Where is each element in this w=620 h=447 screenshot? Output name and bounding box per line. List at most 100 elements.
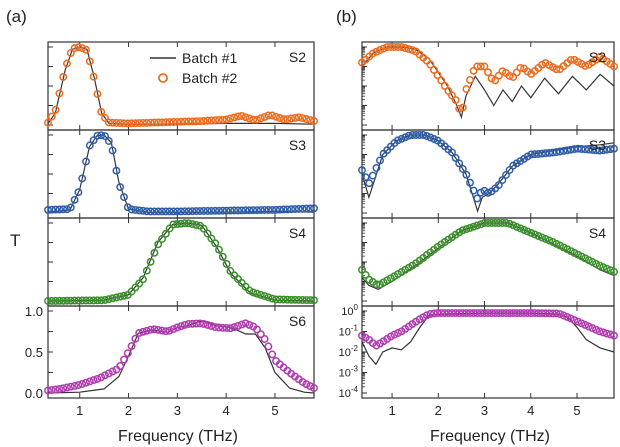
data-point — [101, 114, 109, 122]
data-point — [89, 296, 98, 305]
data-point — [509, 309, 518, 318]
data-point — [78, 296, 87, 305]
data-point — [131, 119, 140, 128]
data-point — [97, 131, 106, 140]
data-point — [570, 145, 579, 154]
data-point — [199, 207, 208, 215]
data-point — [215, 323, 223, 332]
data-point — [82, 157, 90, 166]
data-point — [448, 148, 456, 157]
data-point — [207, 322, 216, 330]
data-point — [108, 118, 117, 127]
data-point — [85, 57, 94, 66]
y-tick-label: 10-3 — [339, 365, 359, 380]
data-point — [101, 296, 109, 304]
data-point — [154, 325, 163, 334]
x-tick-label: 3 — [481, 403, 488, 418]
data-point — [135, 328, 144, 337]
data-point — [66, 382, 75, 391]
data-point — [294, 295, 303, 304]
data-point — [545, 309, 554, 318]
data-point — [184, 117, 193, 126]
data-point — [207, 206, 216, 215]
data-point — [253, 289, 261, 298]
data-point — [415, 131, 424, 139]
legend-label-batch1: Batch #1 — [182, 50, 237, 66]
series-line — [361, 312, 615, 366]
data-point — [245, 206, 254, 215]
data-point — [272, 112, 280, 121]
data-point — [207, 116, 216, 125]
data-point — [610, 62, 618, 71]
x-tick-label: 2 — [435, 403, 442, 418]
data-point — [272, 295, 280, 304]
data-point — [298, 114, 307, 123]
data-point — [199, 224, 208, 233]
data-point — [226, 267, 235, 275]
data-point — [440, 81, 449, 90]
data-point — [476, 62, 485, 71]
y-tick-label: 10-4 — [339, 385, 359, 400]
x-axis-label-b: Frequency (THz) — [430, 428, 550, 445]
data-point — [245, 320, 254, 329]
data-point — [55, 89, 64, 98]
data-point — [180, 320, 189, 329]
x-tick-label: 1 — [76, 403, 83, 418]
y-tick-label: 10-2 — [339, 344, 359, 359]
data-point — [59, 296, 68, 305]
data-point — [433, 71, 442, 80]
data-point — [566, 145, 575, 154]
data-point — [135, 279, 144, 288]
data-point — [123, 119, 132, 128]
data-point — [249, 115, 258, 124]
data-point — [104, 137, 113, 145]
data-point — [169, 207, 178, 216]
series-line — [361, 46, 615, 120]
data-point — [161, 207, 170, 216]
data-point — [44, 118, 52, 127]
data-point — [142, 118, 151, 127]
data-point — [527, 150, 536, 159]
data-point — [505, 71, 514, 80]
data-point — [256, 290, 265, 299]
data-point — [306, 296, 315, 305]
data-point — [55, 385, 64, 393]
data-point — [462, 85, 471, 93]
data-point — [264, 293, 273, 302]
data-point — [376, 156, 384, 165]
data-point — [458, 226, 467, 235]
data-point — [516, 309, 525, 318]
data-point — [154, 118, 163, 127]
data-point — [520, 225, 528, 234]
data-point — [412, 131, 420, 139]
data-point — [602, 329, 611, 338]
data-point — [260, 335, 269, 343]
series-line — [47, 222, 315, 302]
data-point — [275, 295, 284, 304]
data-point — [394, 43, 402, 51]
data-point — [552, 65, 561, 74]
data-point — [498, 176, 507, 185]
data-point — [222, 115, 231, 124]
data-point — [104, 118, 113, 127]
data-point — [480, 219, 489, 227]
data-point — [534, 149, 543, 158]
data-point — [581, 61, 590, 70]
subplot-label: S2 — [289, 49, 306, 65]
subplot-frame — [361, 41, 615, 131]
data-point — [502, 219, 510, 227]
data-point — [116, 362, 125, 370]
data-point — [82, 45, 90, 54]
data-point — [268, 350, 277, 359]
data-point — [260, 112, 269, 121]
data-point — [222, 259, 231, 268]
data-point — [101, 132, 109, 141]
data-point — [272, 205, 280, 214]
data-point — [85, 141, 94, 150]
data-point — [112, 119, 121, 127]
data-point — [610, 144, 618, 153]
data-point — [361, 173, 370, 182]
data-point — [505, 219, 514, 228]
data-point — [260, 292, 269, 301]
data-point — [512, 222, 521, 231]
